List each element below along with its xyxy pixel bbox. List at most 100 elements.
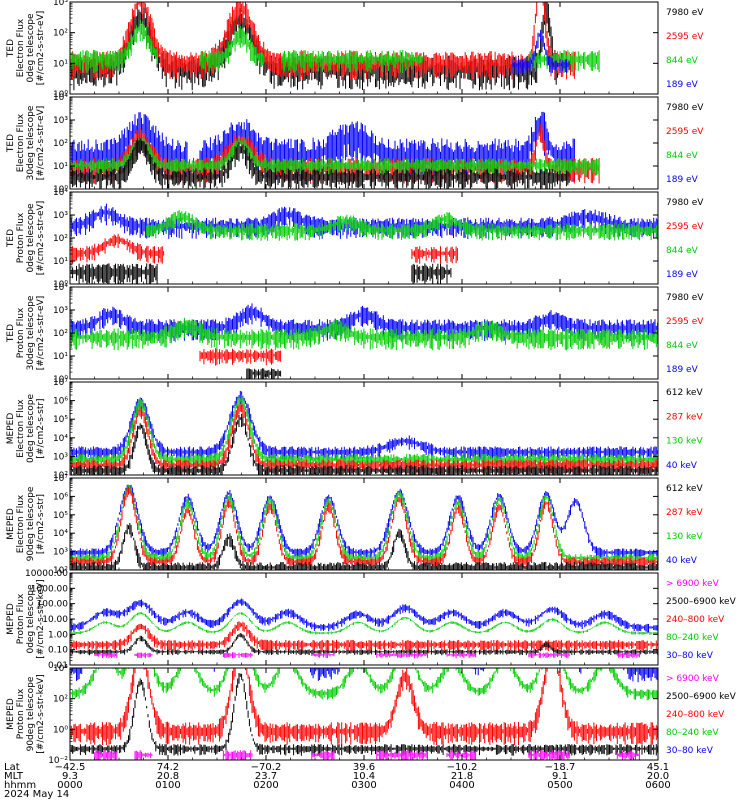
series-line-2 — [70, 233, 458, 264]
row-label-mlt: MLT — [4, 771, 24, 782]
y-tick-label: 10⁴ — [53, 434, 68, 444]
y-tick-label: 10⁶ — [53, 492, 68, 502]
legend-entry: 287 keV — [666, 412, 703, 422]
y-tick-label: 10⁰ — [53, 375, 68, 385]
y-axis-label-line: [#/cm2-s-str] — [36, 398, 46, 458]
tick-lat-label: −70.2 — [251, 762, 282, 773]
y-tick-label: 10⁴ — [53, 664, 68, 674]
y-axis-label-line: 30deg telescope — [26, 105, 36, 180]
y-axis-label-line: Electron Flux — [16, 113, 26, 172]
series-line-2 — [70, 668, 658, 701]
series-line-2 — [70, 612, 658, 635]
legend-entry: 7980 eV — [666, 103, 704, 113]
tick-lat-label: 39.6 — [353, 762, 375, 773]
y-tick-label: 10⁷ — [53, 378, 68, 388]
series-group — [70, 390, 658, 475]
y-tick-label: 10³ — [53, 116, 68, 126]
series-line-3 — [70, 486, 658, 568]
series-line-4 — [70, 138, 570, 189]
tick-lat-label: −42.5 — [55, 762, 86, 773]
y-tick-label: 10² — [53, 695, 68, 705]
y-axis-label-line: 90deg telescope — [26, 676, 36, 751]
y-tick-label: 1.00 — [48, 630, 68, 640]
tick-lat-label: 74.2 — [157, 762, 179, 773]
legend-entry: 2595 eV — [666, 222, 704, 232]
chart-panel-7: 0.01 0.10 1.00 10.00 100.00 1000.00 10000.00 ME… — [6, 569, 737, 671]
legend-entry: 189 eV — [666, 80, 699, 90]
y-tick-label: 10¹ — [53, 59, 68, 69]
y-tick-label: 10³ — [53, 211, 68, 221]
y-tick-label: 0.01 — [48, 661, 68, 671]
legend-entry: > 6900 keV — [666, 579, 720, 589]
series-line-1 — [70, 668, 658, 683]
y-tick-label: 10³ — [53, 452, 68, 462]
tick-hhmm-label: 0300 — [351, 780, 376, 791]
legend-entry: 130 keV — [666, 437, 703, 447]
y-tick-label: 10³ — [53, 0, 68, 8]
y-axis-label-line: Proton Flux — [16, 212, 26, 263]
series-group — [70, 111, 600, 189]
y-tick-label: 10⁴ — [53, 283, 68, 293]
chart-panel-2: 10⁰ 10¹ 10² 10³ 10⁴ TED Electron Flux 30deg tel… — [6, 93, 704, 195]
row-label-lat: Lat — [4, 762, 20, 773]
y-tick-label: 10⁴ — [53, 188, 68, 198]
legend-entry: 80–240 keV — [666, 633, 719, 643]
y-tick-label: 10⁰ — [53, 280, 68, 290]
y-tick-label: 10² — [53, 139, 68, 149]
series-line-4 — [511, 29, 570, 76]
series-group — [70, 303, 658, 379]
date-label: 2024 May 14 — [4, 789, 69, 800]
tick-hhmm-label: 0500 — [547, 780, 572, 791]
legend-entry: > 6900 keV — [666, 674, 720, 684]
y-axis-label-line: 30deg telescope — [26, 295, 36, 370]
tick-mlt-label: 10.4 — [353, 771, 375, 782]
y-tick-label: 10² — [53, 471, 68, 481]
y-axis-label-line: 90deg telescope — [26, 486, 36, 561]
y-axis-label-line: Proton Flux — [16, 593, 26, 644]
y-tick-label: 10⁴ — [53, 529, 68, 539]
tick-lat-label: −10.2 — [447, 762, 478, 773]
y-tick-label: 10¹ — [53, 162, 68, 172]
y-tick-label: 10² — [53, 29, 68, 39]
y-axis-label-line: 0deg telescope — [26, 394, 36, 464]
y-axis-label-line: 0deg telescope — [26, 584, 36, 654]
y-axis-label-line: Electron Flux — [16, 18, 26, 77]
tick-lat-label: 45.1 — [647, 762, 669, 773]
series-group — [70, 484, 658, 570]
y-axis-label-line: Proton Flux — [16, 307, 26, 358]
series-line-4 — [70, 317, 658, 351]
legend-entry: 2595 eV — [666, 317, 704, 327]
y-axis-label-line: MEPED — [6, 603, 16, 635]
tick-mlt-label: 21.8 — [451, 771, 473, 782]
series-line-1 — [246, 368, 282, 379]
y-axis-label-line: [#/cm2-s-str-keV] — [36, 579, 46, 658]
legend-entry: 612 keV — [666, 388, 703, 398]
tick-mlt-label: 20.8 — [157, 771, 179, 782]
series-line-4 — [70, 673, 658, 756]
legend-entry: 7980 eV — [666, 198, 704, 208]
y-axis-label-line: Electron Flux — [16, 494, 26, 553]
y-tick-label: 10³ — [53, 306, 68, 316]
y-axis-label-line: [#/cm2-s-str-eV] — [36, 296, 46, 371]
tick-hhmm-label: 0400 — [449, 780, 474, 791]
tick-hhmm-label: 0200 — [253, 780, 278, 791]
series-line-4 — [70, 633, 658, 656]
tick-mlt-label: 9.3 — [62, 771, 78, 782]
y-axis-label-line: 0deg telescope — [26, 203, 36, 273]
series-line-5 — [94, 652, 640, 659]
legend-entry: 189 eV — [666, 365, 699, 375]
series-line-4 — [146, 210, 658, 241]
y-tick-label: 10² — [53, 234, 68, 244]
series-line-1 — [70, 598, 658, 633]
y-tick-label: 10¹ — [53, 257, 68, 267]
y-axis-label-line: MEPED — [6, 413, 16, 445]
y-axis-label-line: 0deg telescope — [26, 13, 36, 83]
tick-hhmm-label: 0100 — [155, 780, 180, 791]
y-tick-label: 10⁰ — [53, 725, 68, 735]
y-axis-label-line: TED — [6, 229, 16, 248]
y-axis-label-line: TED — [6, 324, 16, 343]
y-tick-label: 10⁴ — [53, 93, 68, 103]
series-line-2 — [199, 348, 282, 366]
y-tick-label: 10⁵ — [53, 511, 68, 521]
